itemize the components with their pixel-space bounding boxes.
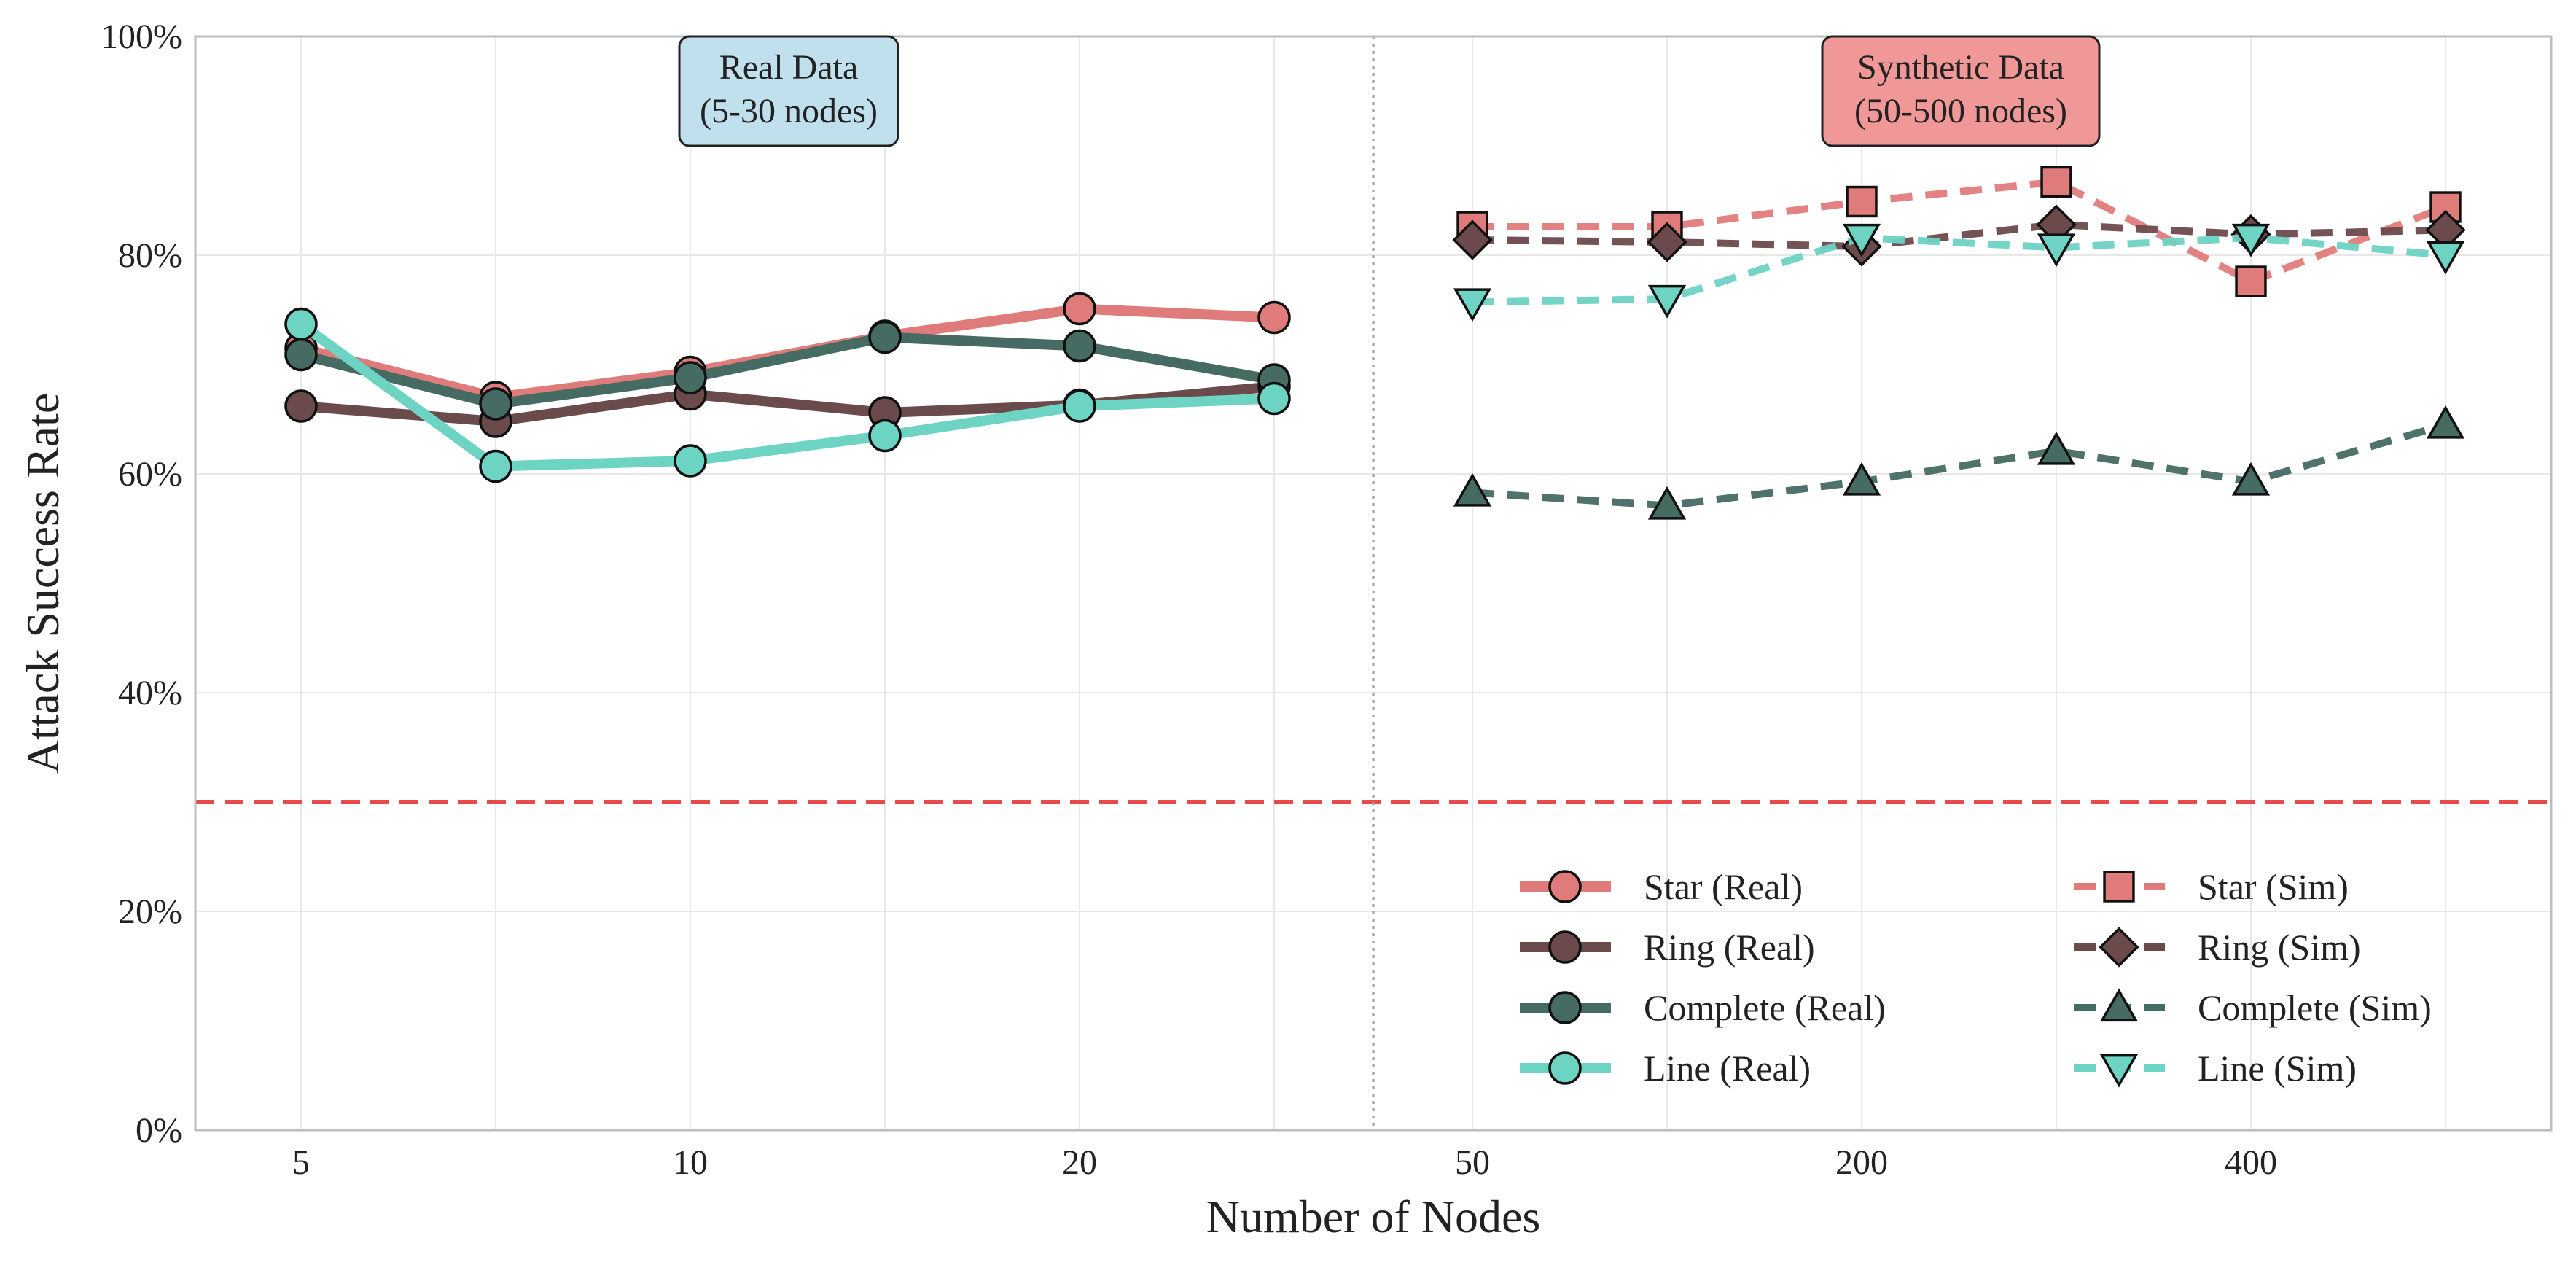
legend-marker [2103, 871, 2135, 903]
y-tick-label: 40% [118, 674, 182, 712]
data-point [284, 338, 318, 372]
y-tick-label: 60% [118, 455, 182, 494]
legend-label: Ring (Real) [1644, 927, 1815, 968]
x-tick-label: 5 [292, 1143, 310, 1182]
data-point [1257, 300, 1291, 335]
data-point [1647, 222, 1687, 262]
data-point [2429, 191, 2462, 223]
data-point [1842, 223, 1881, 257]
data-point [1647, 284, 1687, 319]
panel-label-background [1821, 35, 2101, 147]
legend-entry: Ring (Sim) [2074, 927, 2361, 968]
series-line-sim [1453, 223, 2465, 322]
legend-label: Star (Real) [1644, 866, 1803, 907]
data-point [1063, 389, 1096, 423]
series-line [1472, 421, 2447, 510]
data-point [1842, 462, 1881, 496]
legend-entry: Complete (Real) [1520, 987, 1886, 1028]
legend-marker [1548, 991, 1582, 1024]
data-point [1063, 292, 1096, 326]
series-complete-sim [1453, 405, 2465, 520]
series-layer [284, 166, 2466, 520]
series-line [1472, 221, 2446, 250]
y-tick-label: 80% [118, 236, 182, 275]
panel-label-box: Real Data (5-30 nodes) [678, 35, 899, 147]
panel-label-background [678, 35, 899, 147]
data-point [1453, 472, 1492, 507]
data-point [2426, 241, 2465, 275]
legend-label: Star (Sim) [2198, 866, 2349, 907]
y-tick-label: 100% [101, 17, 182, 56]
legend-label: Line (Sim) [2198, 1048, 2357, 1089]
series-line [296, 332, 1279, 409]
legend-entry: Line (Sim) [2074, 1048, 2357, 1089]
legend-label: Complete (Real) [1644, 987, 1886, 1028]
series-line [1472, 234, 2446, 306]
y-tick-label: 0% [136, 1111, 182, 1150]
data-point [1063, 329, 1096, 363]
legend-marker [1548, 930, 1582, 964]
legend-marker [2099, 988, 2139, 1022]
x-tick-label: 400 [2225, 1143, 2277, 1182]
data-point [2231, 223, 2271, 257]
legend-entry: Complete (Sim) [2074, 987, 2432, 1028]
panel-labels-layer: Real Data (5-30 nodes) Synthetic Data (50-5… [678, 35, 2101, 147]
data-point [1647, 486, 1687, 520]
data-point [284, 389, 318, 423]
data-point [1257, 381, 1291, 416]
panel-label-text: (5-30 nodes) [700, 92, 878, 131]
panel-label-text: (50-500 nodes) [1854, 92, 2067, 131]
panel-label-box: Synthetic Data (50-500 nodes) [1821, 35, 2101, 147]
legend-marker [2099, 1054, 2139, 1088]
legend-label: Ring (Sim) [2198, 927, 2361, 968]
data-point [674, 444, 707, 478]
legend-label: Line (Real) [1644, 1048, 1811, 1089]
legend-entry: Line (Real) [1520, 1048, 1811, 1089]
legend-marker [1548, 870, 1582, 903]
data-point [1453, 288, 1492, 322]
x-tick-label: 200 [1835, 1143, 1888, 1182]
series-line [1472, 178, 2447, 285]
legend-entry: Star (Sim) [2074, 866, 2349, 907]
legend-entry: Star (Real) [1520, 866, 1803, 907]
legend-entry: Ring (Real) [1520, 927, 1815, 968]
legend-label: Complete (Sim) [2198, 987, 2432, 1028]
data-point [2037, 233, 2076, 268]
series-star-sim [1456, 166, 2462, 297]
data-point [674, 361, 707, 394]
axes-layer: 0% 20% 40% 60% 80% 100% 5 10 20 50 200 400 [101, 17, 2553, 1182]
legend: Star (Real) Ring (Real) Complete (Real) Lin… [1520, 866, 2432, 1089]
plot-frame [194, 35, 2553, 1132]
legend-marker [2099, 927, 2139, 968]
legend-marker [1548, 1051, 1582, 1085]
data-point [2235, 265, 2267, 297]
panel-label-text: Real Data [719, 48, 859, 87]
x-axis-title: Number of Nodes [1206, 1191, 1541, 1242]
x-tick-label: 50 [1455, 1143, 1490, 1182]
data-point [1846, 185, 1878, 218]
series-line-real [284, 307, 1291, 483]
x-tick-label: 20 [1062, 1143, 1097, 1182]
data-point [284, 307, 318, 341]
data-point [479, 449, 512, 483]
y-tick-label: 20% [118, 892, 182, 931]
x-tick-label: 10 [673, 1143, 708, 1182]
data-point [868, 320, 902, 354]
data-point [2426, 405, 2465, 439]
series-line [296, 319, 1279, 472]
data-point [479, 387, 512, 421]
panel-label-text: Synthetic Data [1857, 48, 2064, 87]
data-point [2040, 166, 2072, 198]
y-axis-title: Attack Success Rate [17, 393, 69, 774]
data-point [868, 419, 902, 453]
series-ring-sim [1452, 204, 2466, 267]
data-point [1452, 219, 1493, 260]
data-point [2037, 431, 2076, 465]
data-point [2231, 462, 2271, 496]
